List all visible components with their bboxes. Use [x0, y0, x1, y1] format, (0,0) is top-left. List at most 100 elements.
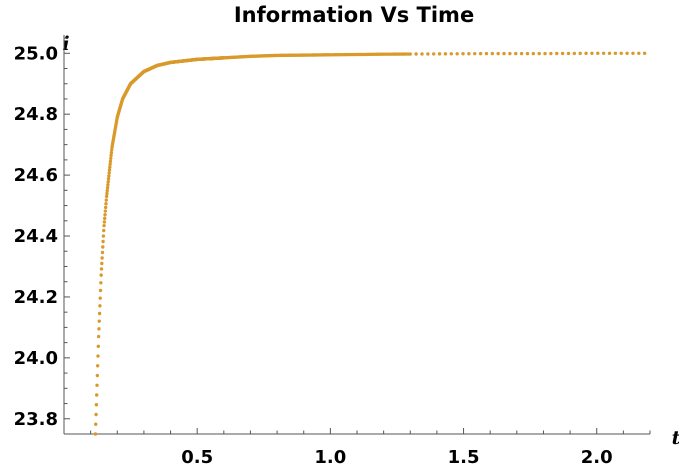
data-point — [108, 162, 112, 166]
x-axis: 0.5 1.0 1.5 2.0 — [63, 428, 651, 468]
data-point — [543, 51, 547, 56]
data-point — [106, 180, 110, 184]
y-tick-label: 24.2 — [14, 287, 58, 308]
data-point — [108, 165, 112, 169]
x-axis-label: t — [672, 427, 679, 449]
data-point — [104, 194, 109, 199]
data-point — [106, 183, 110, 187]
data-point — [99, 273, 103, 277]
data-point — [109, 156, 113, 161]
data-point — [95, 393, 99, 397]
data-point — [94, 422, 98, 426]
data-point — [104, 198, 109, 202]
data-point — [408, 52, 412, 56]
data-point — [102, 220, 107, 224]
data-point — [101, 239, 105, 244]
data-point — [531, 51, 536, 56]
data-point — [102, 223, 106, 228]
data-point — [99, 281, 103, 285]
data-point — [432, 52, 436, 56]
data-point — [95, 364, 100, 368]
data-point — [420, 52, 424, 56]
data-point — [601, 51, 606, 55]
data-point — [107, 174, 111, 178]
data-point — [525, 51, 530, 56]
data-point — [572, 51, 577, 56]
data-point — [449, 52, 453, 56]
data-point — [97, 311, 102, 316]
data-point — [467, 52, 471, 56]
chart-title: Information Vs Time — [234, 3, 474, 27]
data-point — [443, 52, 448, 56]
y-axis: 23.8 24.0 24.2 24.4 24.6 24.8 25.0 — [14, 35, 70, 435]
data-point — [100, 261, 104, 266]
data-point — [99, 267, 104, 271]
data-point — [613, 51, 618, 55]
data-point — [519, 51, 524, 56]
data-point — [94, 412, 98, 417]
data-point — [101, 234, 106, 238]
data-point — [514, 51, 518, 56]
data-point — [96, 344, 101, 348]
data-point — [109, 153, 113, 158]
x-tick-label: 0.5 — [181, 447, 213, 468]
data-point — [508, 51, 512, 56]
data-point — [490, 51, 495, 56]
data-point — [596, 51, 600, 55]
data-point — [590, 51, 594, 55]
data-point — [473, 51, 477, 56]
y-tick-label: 24.0 — [14, 348, 58, 369]
data-point — [100, 250, 105, 255]
y-tick-label: 23.8 — [14, 409, 58, 430]
x-tick-label: 1.0 — [314, 447, 346, 468]
data-point — [94, 403, 99, 407]
data-point — [103, 213, 107, 217]
data-point — [502, 51, 506, 56]
data-point — [625, 51, 629, 55]
data-point — [95, 373, 100, 378]
data-point — [100, 256, 104, 260]
data-point — [484, 51, 489, 56]
data-point — [607, 51, 612, 55]
data-point — [95, 383, 99, 387]
data-point — [103, 205, 108, 210]
data-point — [642, 51, 647, 55]
y-axis-label: i — [62, 33, 69, 55]
data-point — [93, 432, 98, 436]
data-point — [566, 51, 571, 56]
data-point — [437, 52, 442, 56]
data-points — [93, 51, 647, 436]
x-tick-label: 1.5 — [448, 447, 480, 468]
data-point — [414, 52, 418, 56]
data-point — [109, 150, 114, 155]
data-point — [104, 202, 108, 206]
data-point — [549, 51, 553, 56]
y-tick-label: 24.8 — [14, 104, 58, 125]
data-point — [103, 216, 107, 221]
data-point — [101, 245, 105, 249]
data-point — [637, 51, 641, 55]
y-tick-label: 24.4 — [14, 226, 58, 247]
data-point — [105, 191, 109, 196]
data-point — [103, 209, 108, 213]
data-point — [631, 51, 635, 55]
data-point — [455, 52, 459, 56]
data-point — [537, 51, 541, 56]
data-point — [105, 188, 109, 193]
data-point — [555, 51, 559, 56]
data-point — [108, 159, 113, 164]
data-point — [110, 147, 114, 152]
data-point — [98, 296, 102, 300]
data-point — [478, 51, 483, 56]
data-point — [461, 52, 465, 56]
data-point — [98, 304, 102, 308]
data-point — [97, 327, 101, 331]
y-tick-label: 24.6 — [14, 165, 58, 186]
y-tick-label: 25.0 — [14, 43, 58, 64]
data-point — [105, 185, 110, 190]
data-point — [560, 51, 565, 56]
data-point — [97, 319, 101, 323]
data-point — [107, 171, 111, 175]
x-tick-label: 2.0 — [581, 447, 613, 468]
